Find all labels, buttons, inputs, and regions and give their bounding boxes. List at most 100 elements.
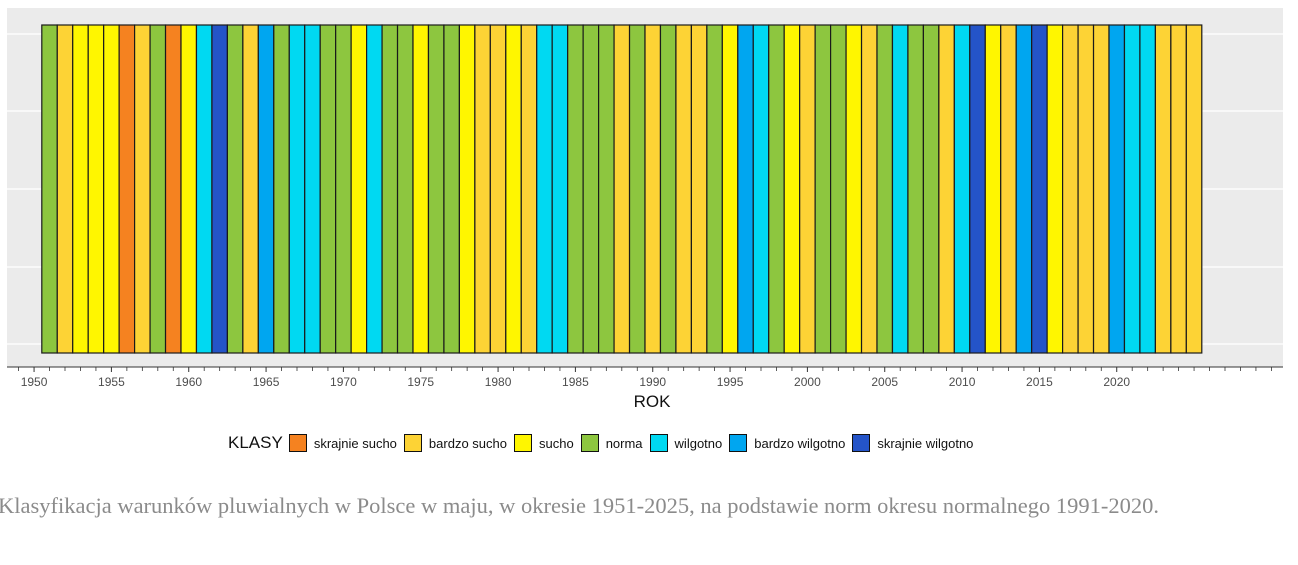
bar-1997 <box>752 24 770 354</box>
bar-1999 <box>783 24 801 354</box>
bar-1955 <box>103 24 120 354</box>
legend-item: bardzo sucho <box>403 434 507 452</box>
legend-item: skrajnie wilgotno <box>852 434 973 452</box>
legend-label: wilgotno <box>674 435 723 451</box>
legend-item: norma <box>580 434 643 452</box>
bar-2012 <box>984 24 1002 354</box>
bar-2018 <box>1077 24 1095 354</box>
bar-1973 <box>381 24 399 354</box>
bar-1989 <box>628 24 646 354</box>
bar-2010 <box>953 24 971 354</box>
bar-1984 <box>551 24 569 354</box>
bar-1993 <box>690 24 708 354</box>
bar-1977 <box>443 24 460 354</box>
legend-swatch <box>580 434 599 452</box>
x-tick-label: 1970 <box>330 375 357 389</box>
bar-1994 <box>706 24 723 354</box>
x-tick-label: 1995 <box>717 375 744 389</box>
legend-item: bardzo wilgotno <box>729 434 845 452</box>
bar-2022 <box>1139 24 1157 354</box>
x-tick-label: 2015 <box>1026 375 1053 389</box>
bar-1961 <box>195 24 213 354</box>
bars <box>41 24 1203 354</box>
legend-items: skrajnie sucho bardzo sucho sucho norma wilg… <box>288 434 981 452</box>
bar-2003 <box>845 24 863 354</box>
bar-1957 <box>134 24 151 354</box>
bar-1998 <box>768 24 785 354</box>
x-tick-label: 2005 <box>871 375 898 389</box>
x-tick-label: 1965 <box>253 375 280 389</box>
bar-1991 <box>659 24 677 354</box>
x-axis-label: ROK <box>634 392 672 411</box>
x-tick-label: 2000 <box>794 375 821 389</box>
bar-1986 <box>582 24 600 354</box>
bar-2005 <box>876 24 894 354</box>
x-axis: 1950 1955 1960 1965 1970 1975 1980 1985 1990 1995… <box>7 366 1283 389</box>
legend-swatch <box>513 434 532 452</box>
bar-1962 <box>211 24 228 354</box>
bar-1958 <box>149 24 167 354</box>
bar-2017 <box>1061 24 1079 354</box>
legend-label: skrajnie wilgotno <box>877 435 974 451</box>
bar-2004 <box>860 24 878 354</box>
x-tick-label: 2010 <box>949 375 976 389</box>
bar-1974 <box>396 24 414 354</box>
bar-1959 <box>164 24 182 354</box>
bar-1980 <box>489 24 507 354</box>
legend-label: norma <box>605 435 643 451</box>
x-tick-label: 2020 <box>1103 375 1130 389</box>
legend-title: KLASY <box>228 433 283 452</box>
bar-1953 <box>72 24 89 354</box>
chart: 1950 1955 1960 1965 1970 1975 1980 1985 1990 1995… <box>7 8 1283 411</box>
legend-swatch <box>852 434 871 452</box>
x-tick-label: 1990 <box>639 375 666 389</box>
legend-label: bardzo sucho <box>428 435 507 451</box>
bar-1960 <box>180 24 198 354</box>
bar-2000 <box>799 24 816 354</box>
legend-item: skrajnie sucho <box>288 434 397 452</box>
bar-1996 <box>737 24 754 354</box>
bar-2008 <box>922 24 940 354</box>
figure-caption: Klasyfikacja warunków pluwialnych w Pols… <box>0 493 1160 518</box>
legend-item: sucho <box>513 434 574 452</box>
bar-2006 <box>891 24 909 354</box>
bar-2021 <box>1123 24 1141 354</box>
bar-2014 <box>1015 24 1033 354</box>
bar-1976 <box>427 24 445 354</box>
bar-1963 <box>226 24 244 354</box>
bar-2015 <box>1031 24 1048 354</box>
legend-swatch <box>288 434 307 452</box>
bar-1956 <box>118 24 136 354</box>
bar-1969 <box>319 24 337 354</box>
bar-1952 <box>56 24 74 354</box>
legend-swatch <box>649 434 668 452</box>
bar-1979 <box>474 24 491 354</box>
legend-label: bardzo wilgotno <box>754 435 846 451</box>
bar-1968 <box>304 24 321 354</box>
legend-label: skrajnie sucho <box>313 435 397 451</box>
bar-1964 <box>242 24 259 354</box>
bar-2011 <box>969 24 986 354</box>
bar-1951 <box>41 24 58 354</box>
x-tick-label: 1950 <box>21 375 48 389</box>
legend: KLASY skrajnie sucho bardzo sucho sucho nor… <box>228 429 980 457</box>
bar-1985 <box>567 24 584 354</box>
bar-2025 <box>1185 24 1203 354</box>
bar-1965 <box>257 24 275 354</box>
bar-2023 <box>1154 24 1172 354</box>
bar-1967 <box>288 24 306 354</box>
bar-1971 <box>350 24 368 354</box>
bar-2013 <box>1000 24 1017 354</box>
bar-1970 <box>335 24 352 354</box>
legend-swatch <box>403 434 422 452</box>
bar-1966 <box>273 24 290 354</box>
bar-2007 <box>907 24 924 354</box>
bar-2019 <box>1092 24 1110 354</box>
bar-1978 <box>458 24 476 354</box>
x-tick-label: 1955 <box>98 375 125 389</box>
x-tick-label: 1980 <box>485 375 512 389</box>
legend-item: wilgotno <box>649 434 723 452</box>
bar-1988 <box>613 24 631 354</box>
bar-2001 <box>814 24 832 354</box>
bar-1987 <box>597 24 615 354</box>
